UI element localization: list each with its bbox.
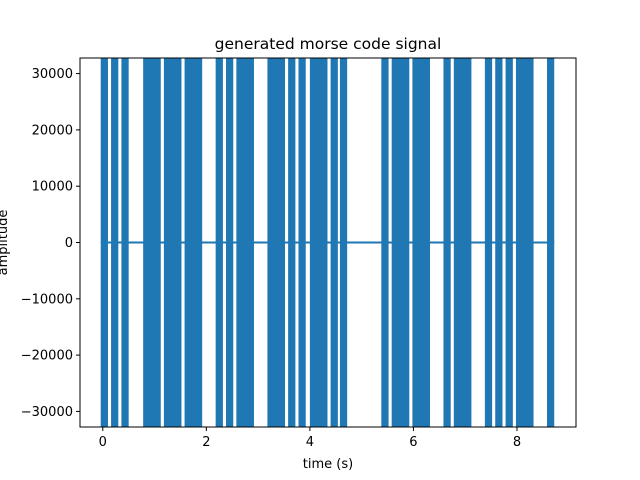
tone-burst <box>298 58 306 427</box>
x-tick-label: 8 <box>513 435 521 450</box>
tone-burst <box>453 58 472 427</box>
tone-burst <box>381 58 389 427</box>
x-tick-label: 4 <box>306 435 314 450</box>
tone-burst <box>505 58 513 427</box>
tone-burst <box>143 58 161 427</box>
tone-burst <box>100 58 108 427</box>
tone-burst <box>443 58 451 427</box>
y-tick-label: −20000 <box>21 349 73 364</box>
tone-burst <box>547 58 555 427</box>
x-tick-label: 0 <box>99 435 107 450</box>
signal-marks <box>100 58 555 427</box>
y-tick-label: 20000 <box>32 123 73 138</box>
y-axis-label: amplitude <box>0 210 11 276</box>
tone-burst <box>121 58 129 427</box>
tone-burst <box>515 58 534 427</box>
tone-burst <box>391 58 410 427</box>
tone-burst <box>226 58 234 427</box>
y-tick-label: 0 <box>65 236 73 251</box>
tone-burst <box>495 58 503 427</box>
tone-burst <box>111 58 119 427</box>
tone-burst <box>330 58 338 427</box>
tone-burst <box>484 58 493 427</box>
x-axis-ticks: 0 2 4 6 8 <box>99 427 521 450</box>
tone-burst <box>339 58 348 427</box>
tone-burst <box>215 58 223 427</box>
x-tick-label: 2 <box>202 435 210 450</box>
x-tick-label: 6 <box>409 435 417 450</box>
tone-burst <box>184 58 203 427</box>
tone-burst <box>267 58 286 427</box>
y-tick-label: 30000 <box>32 67 73 82</box>
y-tick-label: −30000 <box>21 405 73 420</box>
y-tick-label: −10000 <box>21 292 73 307</box>
y-axis-ticks: −30000 −20000 −10000 0 10000 20000 30000 <box>21 67 80 420</box>
y-tick-label: 10000 <box>32 180 73 195</box>
x-axis-label: time (s) <box>303 457 353 472</box>
tone-burst <box>163 58 182 427</box>
tone-burst <box>236 58 254 427</box>
tone-burst <box>288 58 296 427</box>
tone-burst <box>412 58 430 427</box>
chart-title: generated morse code signal <box>215 35 442 53</box>
tone-burst <box>309 58 328 427</box>
